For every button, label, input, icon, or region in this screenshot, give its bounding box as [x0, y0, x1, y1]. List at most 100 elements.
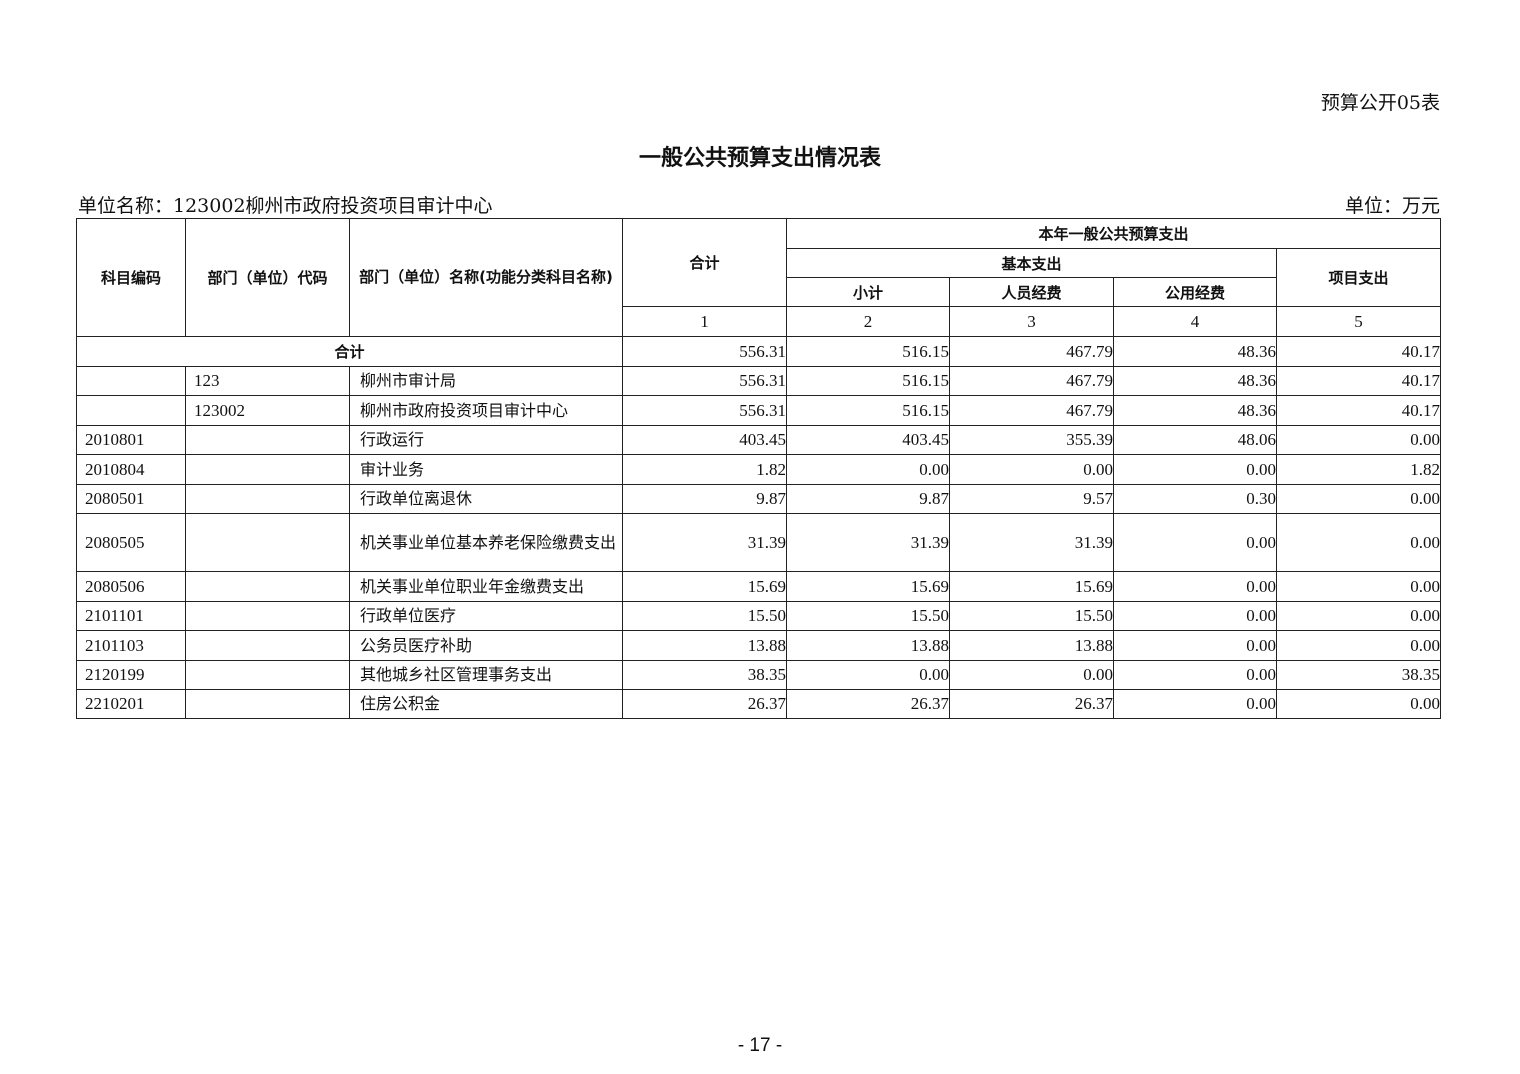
subject-code-cell: 2080506 — [76, 571, 186, 602]
value-cell: 31.39 — [622, 513, 787, 572]
subject-code-cell: 2010804 — [76, 454, 186, 485]
budget-table: 科目编码 部门（单位）代码 部门（单位）名称(功能分类科目名称) 合计 本年一般… — [76, 218, 1442, 719]
table-row: 2120199 其他城乡社区管理事务支出 38.35 0.00 0.00 0.00 38.3… — [76, 660, 1442, 690]
dept-code-cell — [185, 630, 350, 661]
value-cell: 40.17 — [1275, 395, 1442, 426]
value-cell: 40.17 — [1275, 336, 1442, 367]
dept-name-cell: 柳州市政府投资项目审计中心 — [349, 395, 623, 426]
header-subject-code: 科目编码 — [76, 218, 186, 337]
value-cell: 13.88 — [622, 630, 787, 661]
value-cell: 9.57 — [949, 484, 1114, 514]
value-cell: 0.00 — [1275, 630, 1442, 661]
value-cell: 516.15 — [786, 366, 950, 396]
dept-name-cell: 机关事业单位职业年金缴费支出 — [349, 571, 623, 602]
value-cell: 31.39 — [786, 513, 950, 572]
dept-code-cell — [185, 484, 350, 514]
value-cell: 15.69 — [786, 571, 950, 602]
value-cell: 40.17 — [1275, 366, 1442, 396]
total-row: 合计 556.31 516.15 467.79 48.36 40.17 — [76, 336, 1442, 367]
dept-name-cell: 行政运行 — [349, 425, 623, 455]
header-total: 合计 — [622, 218, 787, 307]
value-cell: 556.31 — [622, 336, 787, 367]
unit-name: 单位名称：123002柳州市政府投资项目审计中心 — [78, 195, 493, 217]
dept-code-cell — [185, 571, 350, 602]
subject-code-cell: 2120199 — [76, 660, 186, 690]
header-personnel: 人员经费 — [949, 277, 1114, 307]
table-row: 2080505 机关事业单位基本养老保险缴费支出 31.39 31.39 31.39 0.… — [76, 513, 1442, 572]
subject-code-cell: 2010801 — [76, 425, 186, 455]
dept-code-cell — [185, 425, 350, 455]
subject-code-cell: 2210201 — [76, 689, 186, 719]
value-cell: 0.00 — [949, 454, 1114, 485]
page-number: - 17 - — [737, 1035, 783, 1056]
value-cell: 38.35 — [622, 660, 787, 690]
subject-code-cell — [76, 395, 186, 426]
value-cell: 467.79 — [949, 366, 1114, 396]
dept-code-cell — [185, 689, 350, 719]
value-cell: 0.00 — [1113, 513, 1277, 572]
value-cell: 516.15 — [786, 336, 950, 367]
table-row: 2101101 行政单位医疗 15.50 15.50 15.50 0.00 0.00 — [76, 601, 1442, 631]
value-cell: 0.00 — [1113, 571, 1277, 602]
dept-code-cell: 123 — [185, 366, 350, 396]
dept-code-cell — [185, 513, 350, 572]
table-row: 2010801 行政运行 403.45 403.45 355.39 48.06 0.00 — [76, 425, 1442, 455]
table-row: 2080501 行政单位离退休 9.87 9.87 9.57 0.30 0.00 — [76, 484, 1442, 514]
value-cell: 0.00 — [786, 454, 950, 485]
value-cell: 0.00 — [1275, 513, 1442, 572]
value-cell: 9.87 — [786, 484, 950, 514]
value-cell: 26.37 — [786, 689, 950, 719]
value-cell: 48.06 — [1113, 425, 1277, 455]
value-cell: 403.45 — [786, 425, 950, 455]
subject-code-cell — [76, 366, 186, 396]
table-row: 2210201 住房公积金 26.37 26.37 26.37 0.00 0.00 — [76, 689, 1442, 719]
col-number: 1 — [622, 306, 787, 337]
value-cell: 26.37 — [622, 689, 787, 719]
table-row: 123 柳州市审计局 556.31 516.15 467.79 48.36 40.17 — [76, 366, 1442, 396]
value-cell: 516.15 — [786, 395, 950, 426]
header-project: 项目支出 — [1275, 248, 1442, 307]
dept-name-cell: 柳州市审计局 — [349, 366, 623, 396]
dept-code-cell — [185, 454, 350, 485]
value-cell: 15.69 — [622, 571, 787, 602]
value-cell: 0.00 — [1113, 454, 1277, 485]
subject-code-cell: 2101101 — [76, 601, 186, 631]
header-dept-code: 部门（单位）代码 — [185, 218, 350, 337]
dept-name-cell: 行政单位离退休 — [349, 484, 623, 514]
value-cell: 13.88 — [786, 630, 950, 661]
dept-name-cell: 公务员医疗补助 — [349, 630, 623, 661]
table-row: 2010804 审计业务 1.82 0.00 0.00 0.00 1.82 — [76, 454, 1442, 485]
value-cell: 0.00 — [786, 660, 950, 690]
col-number: 3 — [949, 306, 1114, 337]
value-cell: 0.00 — [1275, 425, 1442, 455]
currency-unit: 单位：万元 — [1344, 195, 1440, 217]
value-cell: 0.00 — [1275, 484, 1442, 514]
value-cell: 0.00 — [1113, 630, 1277, 661]
value-cell: 9.87 — [622, 484, 787, 514]
dept-name-cell: 住房公积金 — [349, 689, 623, 719]
dept-name-cell: 行政单位医疗 — [349, 601, 623, 631]
value-cell: 1.82 — [622, 454, 787, 485]
value-cell: 26.37 — [949, 689, 1114, 719]
value-cell: 15.50 — [949, 601, 1114, 631]
col-number: 4 — [1113, 306, 1277, 337]
value-cell: 13.88 — [949, 630, 1114, 661]
form-number: 预算公开05表 — [1320, 92, 1440, 114]
dept-code-cell — [185, 601, 350, 631]
header-public: 公用经费 — [1113, 277, 1277, 307]
value-cell: 403.45 — [622, 425, 787, 455]
dept-name-cell: 审计业务 — [349, 454, 623, 485]
table-row: 2080506 机关事业单位职业年金缴费支出 15.69 15.69 15.69 0.00… — [76, 571, 1442, 602]
value-cell: 0.00 — [1275, 601, 1442, 631]
dept-name-cell: 其他城乡社区管理事务支出 — [349, 660, 623, 690]
header-current-year: 本年一般公共预算支出 — [785, 218, 1442, 249]
value-cell: 38.35 — [1275, 660, 1442, 690]
header-dept-name: 部门（单位）名称(功能分类科目名称) — [349, 218, 623, 337]
value-cell: 48.36 — [1113, 395, 1277, 426]
col-number: 5 — [1275, 306, 1442, 337]
subject-code-cell: 2101103 — [76, 630, 186, 661]
value-cell: 556.31 — [622, 366, 787, 396]
table-row: 2101103 公务员医疗补助 13.88 13.88 13.88 0.00 0.00 — [76, 630, 1442, 661]
page-title: 一般公共预算支出情况表 — [638, 146, 881, 171]
value-cell: 0.00 — [1113, 660, 1277, 690]
